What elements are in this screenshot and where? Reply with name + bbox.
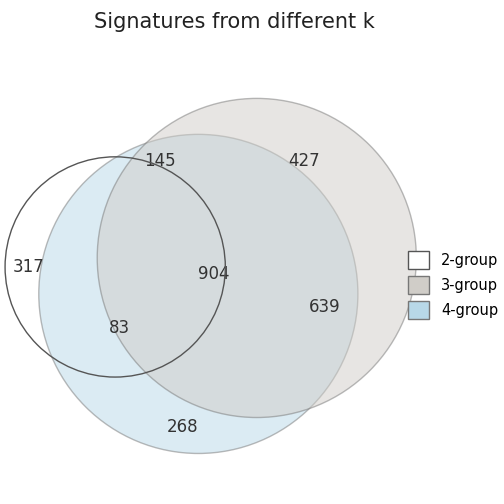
Text: 427: 427	[288, 152, 320, 170]
Circle shape	[97, 98, 416, 417]
Text: 268: 268	[167, 417, 199, 435]
Title: Signatures from different k: Signatures from different k	[94, 12, 374, 32]
Text: 145: 145	[144, 152, 176, 170]
Text: 317: 317	[13, 258, 44, 276]
Text: 639: 639	[308, 298, 340, 317]
Legend: 2-group, 3-group, 4-group: 2-group, 3-group, 4-group	[400, 243, 504, 326]
Text: 904: 904	[199, 265, 230, 283]
Circle shape	[39, 135, 358, 454]
Text: 83: 83	[109, 319, 130, 337]
